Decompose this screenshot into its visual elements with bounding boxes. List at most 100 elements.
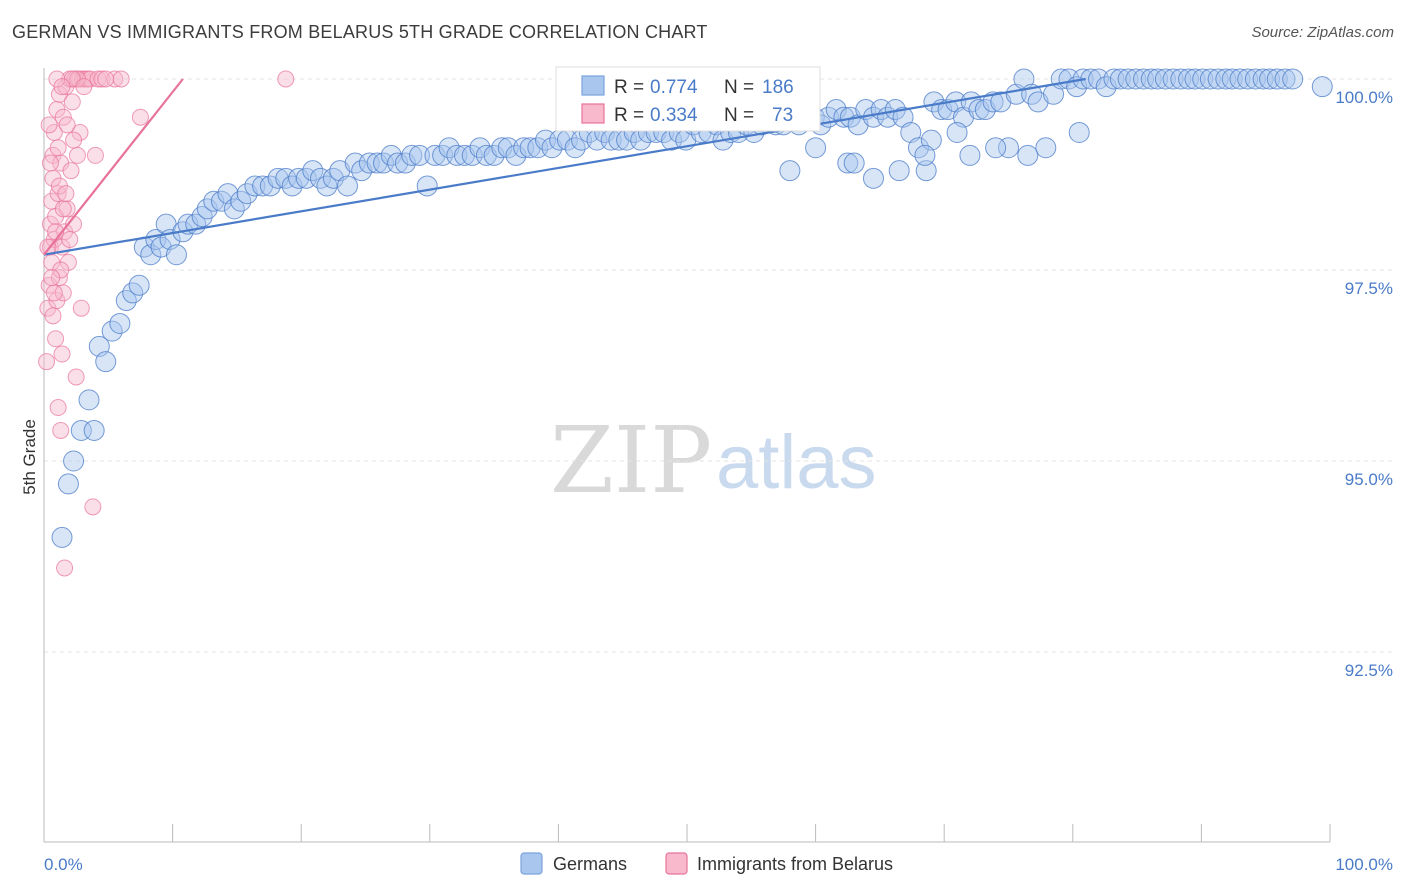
data-point-germans [51,526,73,548]
data-point-germans [424,144,446,166]
legend-r-value-germans: 0.774 [650,77,698,98]
data-point-germans [236,183,258,205]
x-tick-label-right: 100.0% [1335,855,1393,874]
data-point-belarus [62,162,80,180]
data-point-belarus [54,108,72,126]
legend-swatch-belarus [581,103,605,124]
source-label: Source: ZipAtlas.com [1251,24,1394,41]
legend-r-label-germans: R = [614,77,644,98]
data-point-germans [888,160,910,182]
data-point-germans [974,99,996,121]
data-point-germans [1147,68,1169,90]
data-point-belarus [97,70,115,88]
data-point-belarus [93,70,111,88]
data-point-germans [63,450,85,472]
gridlines [44,78,1392,653]
data-point-germans [454,144,476,166]
data-point-belarus [75,78,93,96]
data-point-germans [244,175,266,197]
data-point-germans [252,175,274,197]
data-point-germans [862,167,884,189]
stats-legend: R = 0.774 N = 186 R = 0.334 N = 73 [555,66,821,132]
bottom-legend-swatch-belarus [665,852,688,875]
data-point-germans [1229,68,1251,90]
legend-n-label-germans: N = [724,77,754,98]
data-point-belarus [112,70,130,88]
data-point-belarus [44,307,62,325]
data-point-germans [1109,68,1131,90]
data-point-belarus [277,70,295,88]
data-point-belarus [63,93,81,111]
data-point-germans [1017,144,1039,166]
data-point-germans [267,167,289,189]
data-point-germans [1237,68,1259,90]
data-point-germans [483,144,505,166]
data-point-belarus [41,154,59,172]
data-point-germans [57,473,79,495]
data-point-germans [475,144,497,166]
trend-lines [43,77,1086,256]
data-point-germans [95,351,117,373]
data-point-germans [446,144,468,166]
data-point-belarus [52,421,70,439]
data-point-belarus [106,70,124,88]
data-point-belarus [56,559,74,577]
data-point-germans [985,137,1007,159]
data-point-germans [366,152,388,174]
data-point-belarus [49,139,67,157]
watermark-atlas: atlas [716,420,877,505]
data-point-belarus [65,131,83,149]
data-point-belarus [58,200,76,218]
data-point-germans [1184,68,1206,90]
data-point-germans [837,152,859,174]
y-tick-labels: 100.0% 97.5% 95.0% 92.5% [1335,88,1393,680]
chart-title: GERMAN VS IMMIGRANTS FROM BELARUS 5TH GR… [12,22,708,42]
data-point-germans [1068,121,1090,143]
data-point-germans [1162,68,1184,90]
x-tick-labels: 0.0% 100.0% [44,855,1393,874]
legend-swatch-germans [581,75,605,96]
data-point-germans [946,121,968,143]
data-point-germans [351,160,373,182]
data-point-germans [416,175,438,197]
data-point-germans [101,320,123,342]
legend-n-value-germans: 186 [762,77,794,98]
data-point-belarus [57,185,75,203]
data-point-germans [968,99,990,121]
data-point-germans [900,121,922,143]
data-point-germans [1259,68,1281,90]
data-point-germans [1199,68,1221,90]
data-point-belarus [131,108,149,126]
data-point-belarus [61,230,79,248]
data-point-germans [1274,68,1296,90]
data-point-germans [409,144,431,166]
data-point-germans [1221,68,1243,90]
axes [43,68,1331,843]
legend-r-label-belarus: R = [614,105,644,126]
data-point-belarus [40,116,58,134]
data-point-germans [843,152,865,174]
y-axis-label: 5th Grade [20,419,39,495]
data-point-germans [1117,68,1139,90]
data-point-belarus [67,368,85,386]
data-point-belarus [53,345,71,363]
data-point-belarus [53,78,71,96]
data-point-germans [1088,68,1110,90]
data-point-germans [329,160,351,182]
data-point-germans [959,144,981,166]
data-point-germans [847,114,869,136]
data-point-germans [83,419,105,441]
data-point-germans [109,312,131,334]
data-point-germans [937,99,959,121]
data-point-germans [505,144,527,166]
data-point-germans [990,91,1012,113]
bottom-legend: Germans Immigrants from Belarus [520,852,893,875]
trend-line-germans [43,77,1086,256]
data-point-germans [1035,137,1057,159]
data-point-germans [203,190,225,212]
data-point-germans [1282,68,1304,90]
data-point-germans [914,144,936,166]
data-point-germans [259,175,281,197]
data-point-germans [892,106,914,128]
